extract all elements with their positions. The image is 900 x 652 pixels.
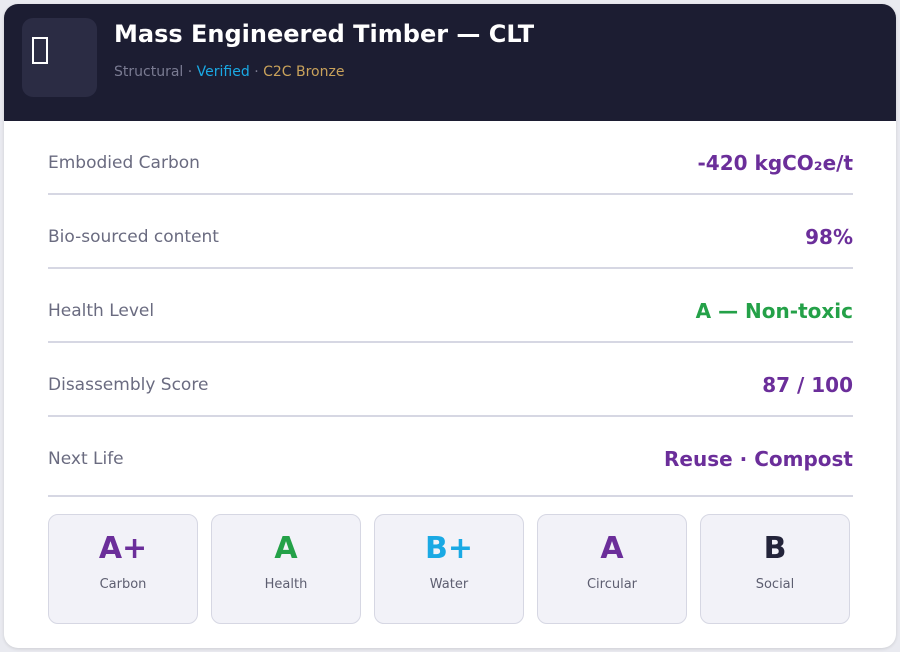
rating-label: Carbon bbox=[99, 577, 147, 592]
metric-value: 87 / 100 bbox=[762, 373, 853, 397]
rating-grade: A bbox=[600, 531, 624, 566]
metric-label: Next Life bbox=[48, 449, 124, 469]
material-thumbnail bbox=[22, 18, 97, 97]
rating-grade: A+ bbox=[98, 531, 148, 566]
rating-tile-circular: A Circular bbox=[537, 514, 687, 624]
rating-label: Social bbox=[755, 577, 795, 592]
rating-tiles: A+ Carbon A Health B+ Water A Circular B… bbox=[48, 514, 853, 626]
rating-grade: B+ bbox=[424, 531, 473, 566]
metric-row-bio-sourced: Bio-sourced content 98% bbox=[48, 195, 853, 269]
metric-value: A — Non-toxic bbox=[695, 299, 853, 323]
rating-label: Circular bbox=[586, 577, 638, 592]
metric-row-next-life: Next Life Reuse · Compost bbox=[48, 417, 853, 497]
metric-label: Embodied Carbon bbox=[48, 153, 200, 173]
rating-grade: B bbox=[763, 531, 787, 566]
rating-label: Water bbox=[429, 577, 469, 592]
category-label: Structural bbox=[114, 64, 184, 80]
metric-value: -420 kgCO₂e/t bbox=[697, 151, 854, 175]
metric-row-embodied-carbon: Embodied Carbon -420 kgCO₂e/t bbox=[48, 121, 853, 195]
material-card: Mass Engineered Timber — CLT Structural … bbox=[4, 4, 896, 648]
material-title: Mass Engineered Timber — CLT bbox=[114, 20, 535, 48]
metric-label: Bio-sourced content bbox=[48, 227, 219, 247]
subtitle-separator: · bbox=[254, 64, 259, 80]
certification-badge: C2C Bronze bbox=[263, 64, 345, 80]
rating-tile-water: B+ Water bbox=[374, 514, 524, 624]
metric-label: Health Level bbox=[48, 301, 155, 321]
verified-badge: Verified bbox=[196, 64, 250, 80]
metric-row-health-level: Health Level A — Non-toxic bbox=[48, 269, 853, 343]
metrics-list: Embodied Carbon -420 kgCO₂e/t Bio-source… bbox=[48, 121, 853, 497]
subtitle-separator: · bbox=[187, 64, 193, 80]
rating-label: Health bbox=[264, 577, 308, 592]
metric-label: Disassembly Score bbox=[48, 375, 209, 395]
card-header: Mass Engineered Timber — CLT Structural … bbox=[4, 4, 896, 121]
metric-value: 98% bbox=[805, 225, 853, 249]
missing-glyph-icon bbox=[32, 37, 48, 64]
metric-value: Reuse · Compost bbox=[664, 447, 853, 471]
metric-row-disassembly-score: Disassembly Score 87 / 100 bbox=[48, 343, 853, 417]
rating-tile-carbon: A+ Carbon bbox=[48, 514, 198, 624]
material-subtitle: Structural · Verified · C2C Bronze bbox=[114, 64, 344, 80]
rating-tile-health: A Health bbox=[211, 514, 361, 624]
rating-tile-social: B Social bbox=[700, 514, 850, 624]
rating-grade: A bbox=[274, 531, 298, 566]
